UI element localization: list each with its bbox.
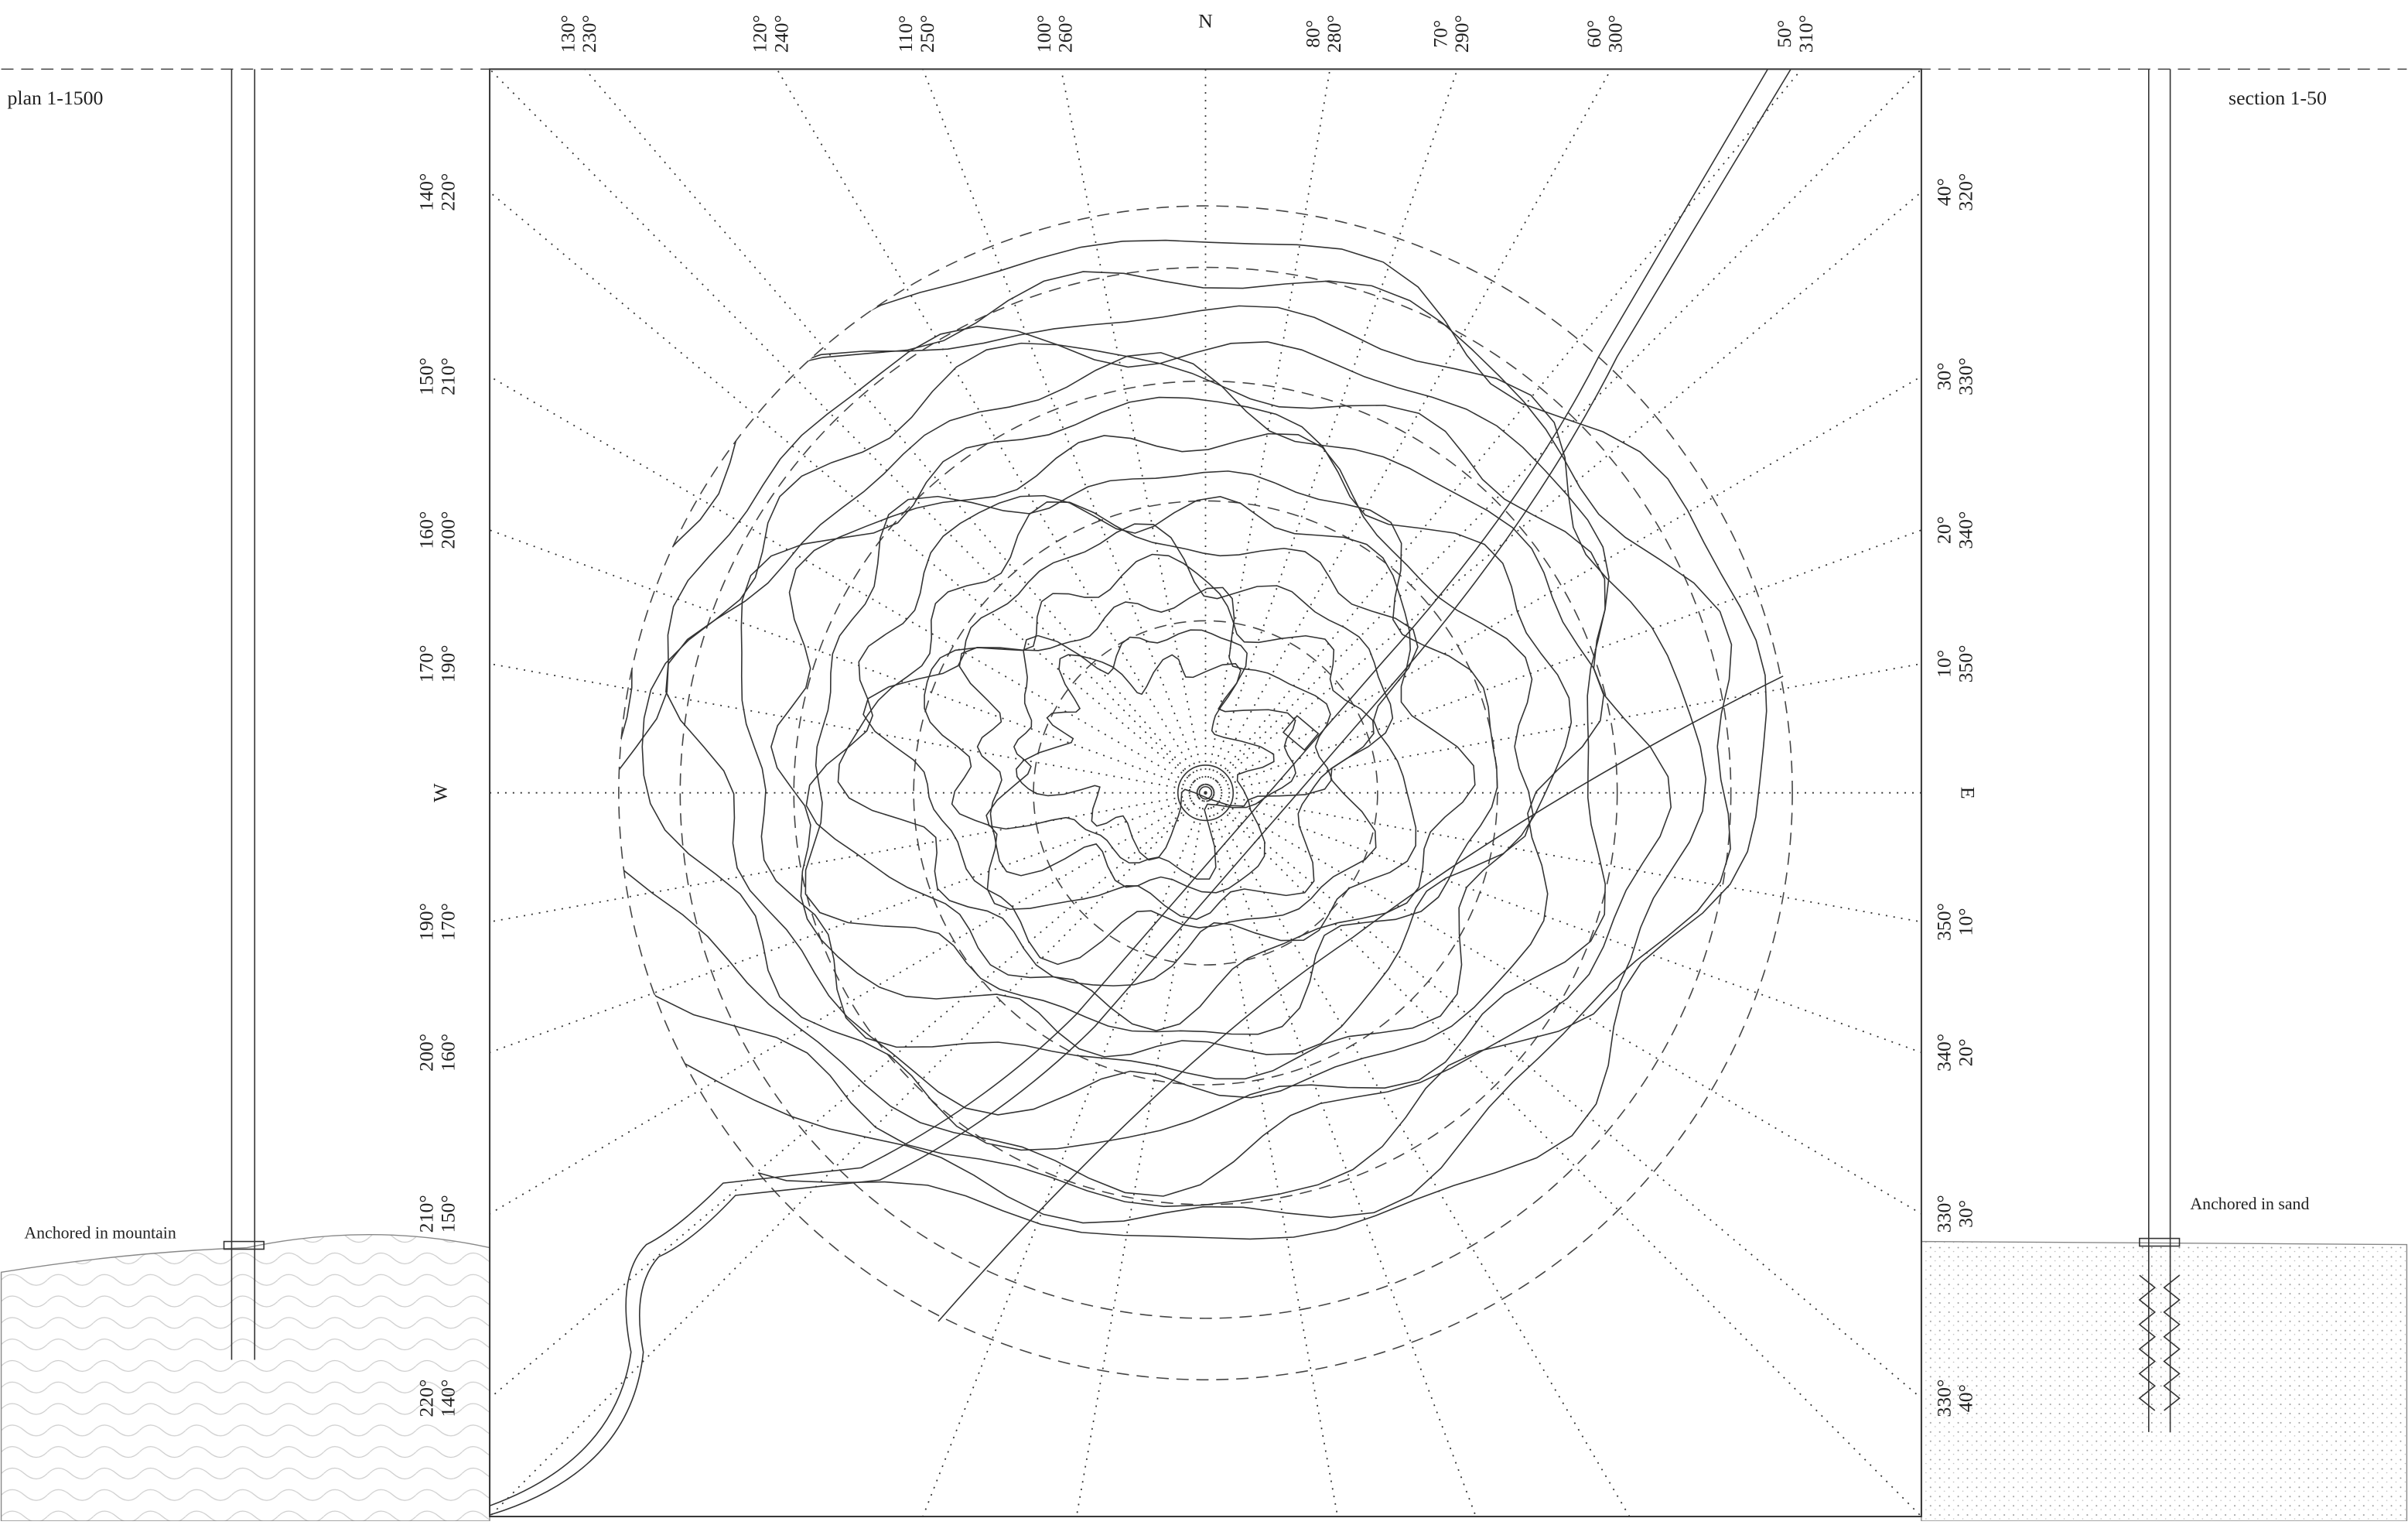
bearing-value: 170° [415, 645, 438, 682]
bearing-value: 210° [436, 357, 459, 395]
bearing-label: 120°240° [749, 15, 793, 53]
bearing-value: 190° [415, 903, 438, 941]
bearing-value: 330° [1933, 1195, 1955, 1233]
bearing-label: 130°230° [556, 15, 600, 53]
bearing-value: 240° [770, 15, 792, 53]
bearing-value: 330° [1954, 357, 1976, 395]
bearing-value: 80° [1301, 20, 1324, 48]
bearing-label: 60°300° [1583, 15, 1627, 53]
bearing-value: 70° [1429, 20, 1451, 48]
bearing-value: 330° [1933, 1380, 1955, 1417]
drawing: plan 1-1500 section 1-50 Anchored in mou… [0, 0, 2408, 1521]
bearing-value: 110° [894, 15, 917, 53]
right-note: Anchored in sand [2190, 1195, 2309, 1213]
bearing-value: 340° [1933, 1034, 1955, 1072]
bearing-value: 350° [1954, 645, 1976, 682]
bearing-value: 290° [1450, 15, 1473, 53]
right-pole [2140, 69, 2180, 1431]
bearing-label: 140°220° [415, 173, 459, 211]
bearing-value: 190° [436, 645, 459, 682]
bearing-value: 20° [1933, 516, 1955, 544]
bearing-label: 220°140° [415, 1380, 459, 1417]
bearing-label: 110°250° [894, 15, 938, 53]
bearing-value: 350° [1933, 903, 1955, 941]
bearing-value: 210° [415, 1195, 438, 1233]
bearing-label: 170°190° [415, 645, 459, 682]
bearing-value: 140° [436, 1380, 459, 1417]
bearing-value: 340° [1954, 511, 1976, 549]
bearing-label: 200°160° [415, 1034, 459, 1072]
bearing-label: 80°280° [1301, 15, 1345, 53]
bearing-value: 220° [436, 173, 459, 211]
bearing-label: 190°170° [415, 903, 459, 941]
east: E [1957, 787, 1979, 799]
bearing-value: 10° [1954, 908, 1976, 935]
bearing-label: 50°310° [1773, 15, 1817, 53]
page: plan 1-1500 section 1-50 Anchored in mou… [0, 0, 2408, 1525]
bearing-label: 330°40° [1933, 1380, 1977, 1417]
bearing-value: 40° [1954, 1384, 1976, 1412]
bearing-value: 60° [1583, 20, 1605, 48]
bearing-value: 10° [1933, 650, 1955, 678]
bearing-value: 320° [1954, 173, 1976, 211]
north: N [1198, 10, 1213, 32]
bearing-label: 30°330° [1933, 357, 1977, 395]
bearing-value: 300° [1604, 15, 1627, 53]
bearing-label: 10°350° [1933, 645, 1977, 682]
bearing-value: 260° [1054, 15, 1077, 53]
bearing-value: 220° [415, 1380, 438, 1417]
bearing-value: 200° [415, 1034, 438, 1072]
sand-ground [1921, 1242, 2407, 1521]
bearing-value: 20° [1954, 1038, 1976, 1066]
bearing-value: 160° [415, 511, 438, 549]
bearing-label: 40°320° [1933, 173, 1977, 211]
bearing-value: 30° [1954, 1200, 1976, 1228]
bearing-value: 120° [749, 15, 771, 53]
bearing-value: 150° [415, 357, 438, 395]
bearing-value: 140° [415, 173, 438, 211]
west: W [429, 783, 451, 802]
bearing-value: 30° [1933, 362, 1955, 390]
bearing-label: 210°150° [415, 1195, 459, 1233]
bearing-value: 150° [436, 1195, 459, 1233]
bearing-label: 70°290° [1429, 15, 1473, 53]
bearing-value: 160° [436, 1034, 459, 1072]
bearing-label: 150°210° [415, 357, 459, 395]
bearing-value: 200° [436, 511, 459, 549]
bearing-value: 280° [1323, 15, 1345, 53]
bearing-label: 350°10° [1933, 903, 1977, 941]
bearing-value: 130° [556, 15, 579, 53]
bearing-value: 170° [436, 903, 459, 941]
bearing-label: 340°20° [1933, 1034, 1977, 1072]
bearing-value: 50° [1773, 20, 1795, 48]
bearing-value: 310° [1795, 15, 1817, 53]
left-pole [224, 69, 265, 1359]
bearing-value: 230° [578, 15, 600, 53]
section-scale: section 1-50 [2229, 87, 2327, 109]
bearing-value: 100° [1033, 15, 1055, 53]
bearing-label: 20°340° [1933, 511, 1977, 549]
bearing-value: 40° [1933, 178, 1955, 206]
mountain-ground [2, 1235, 490, 1521]
left-note: Anchored in mountain [24, 1224, 176, 1243]
bearing-label: 330°30° [1933, 1195, 1977, 1233]
plan-scale: plan 1-1500 [8, 87, 104, 109]
bearing-label: 160°200° [415, 511, 459, 549]
bearing-label: 100°260° [1033, 15, 1077, 53]
bearing-value: 250° [916, 15, 938, 53]
